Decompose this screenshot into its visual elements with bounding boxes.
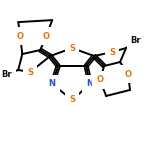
Text: S: S bbox=[69, 95, 75, 104]
Text: O: O bbox=[124, 69, 131, 78]
Text: O: O bbox=[43, 32, 50, 41]
Text: N: N bbox=[49, 79, 56, 88]
Text: N: N bbox=[87, 79, 94, 88]
Text: Br: Br bbox=[131, 36, 141, 45]
Text: S: S bbox=[27, 67, 33, 76]
Text: O: O bbox=[97, 76, 104, 85]
Text: S: S bbox=[109, 48, 115, 57]
Text: O: O bbox=[17, 32, 24, 41]
Text: S: S bbox=[69, 44, 75, 53]
Text: Br: Br bbox=[1, 69, 12, 78]
